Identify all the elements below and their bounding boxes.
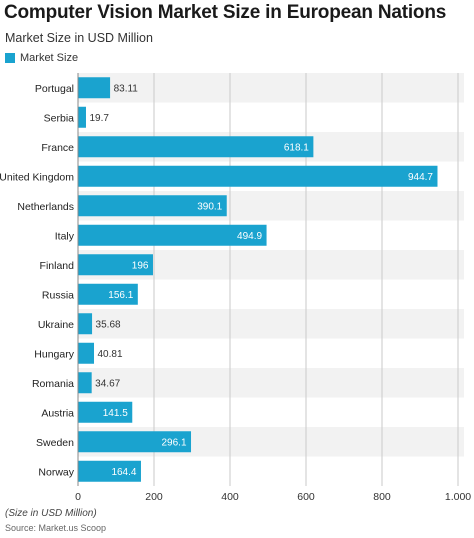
value-label: 19.7 (89, 113, 109, 124)
x-tick-label: 600 (297, 491, 315, 500)
bar (78, 254, 153, 276)
value-label: 34.67 (95, 378, 120, 389)
value-label: 494.9 (237, 231, 262, 242)
category-label: France (41, 142, 74, 154)
bar (78, 401, 133, 423)
bar (78, 342, 95, 364)
value-label: 196 (132, 260, 149, 271)
bar (78, 77, 111, 99)
value-label: 35.68 (96, 319, 121, 330)
value-label: 390.1 (197, 201, 222, 212)
footnote: (Size in USD Million) (5, 508, 97, 519)
bar (78, 313, 93, 335)
legend-label: Market Size (20, 52, 79, 64)
x-tick-label: 400 (221, 491, 239, 500)
bar (78, 165, 438, 187)
chart-subtitle: Market Size in USD Million (5, 31, 153, 45)
category-label: Serbia (44, 112, 75, 124)
category-label: Netherlands (17, 201, 74, 213)
bar (78, 283, 138, 305)
legend-swatch (5, 53, 15, 63)
bar (78, 195, 227, 217)
value-label: 164.4 (111, 467, 136, 478)
category-label: Ukraine (38, 319, 74, 331)
source-note: Source: Market.us Scoop (5, 523, 107, 533)
bar (78, 106, 86, 128)
value-label: 141.5 (103, 408, 128, 419)
value-label: 618.1 (284, 142, 309, 153)
category-label: Austria (41, 407, 74, 419)
chart-title: Computer Vision Market Size in European … (4, 2, 447, 23)
row-band (78, 73, 464, 103)
category-label: Hungary (34, 348, 74, 360)
value-label: 156.1 (108, 290, 133, 301)
value-label: 83.11 (114, 83, 139, 94)
bar (78, 136, 314, 158)
bar (78, 372, 92, 394)
category-label: Romania (32, 378, 74, 390)
x-tick-label: 1,000 (445, 491, 471, 500)
category-label: Norway (38, 466, 74, 478)
row-band (78, 309, 464, 339)
value-label: 40.81 (98, 349, 123, 360)
category-label: Russia (42, 289, 74, 301)
x-tick-label: 800 (373, 491, 391, 500)
bar (78, 460, 141, 482)
category-label: Italy (55, 230, 75, 242)
value-label: 944.7 (408, 172, 433, 183)
value-label: 296.1 (161, 437, 186, 448)
bar-chart: Portugal 83.11 Serbia 19.7 France 618.1 United… (0, 73, 471, 500)
bar (78, 431, 192, 453)
row-band (78, 368, 464, 398)
category-label: Portugal (35, 83, 74, 95)
bar (78, 224, 267, 246)
category-label: Finland (40, 260, 75, 272)
category-label: Sweden (36, 437, 74, 449)
x-tick-label: 0 (75, 491, 81, 500)
legend: Market Size (5, 52, 78, 64)
category-label: United Kingdom (0, 171, 74, 183)
x-tick-label: 200 (145, 491, 163, 500)
